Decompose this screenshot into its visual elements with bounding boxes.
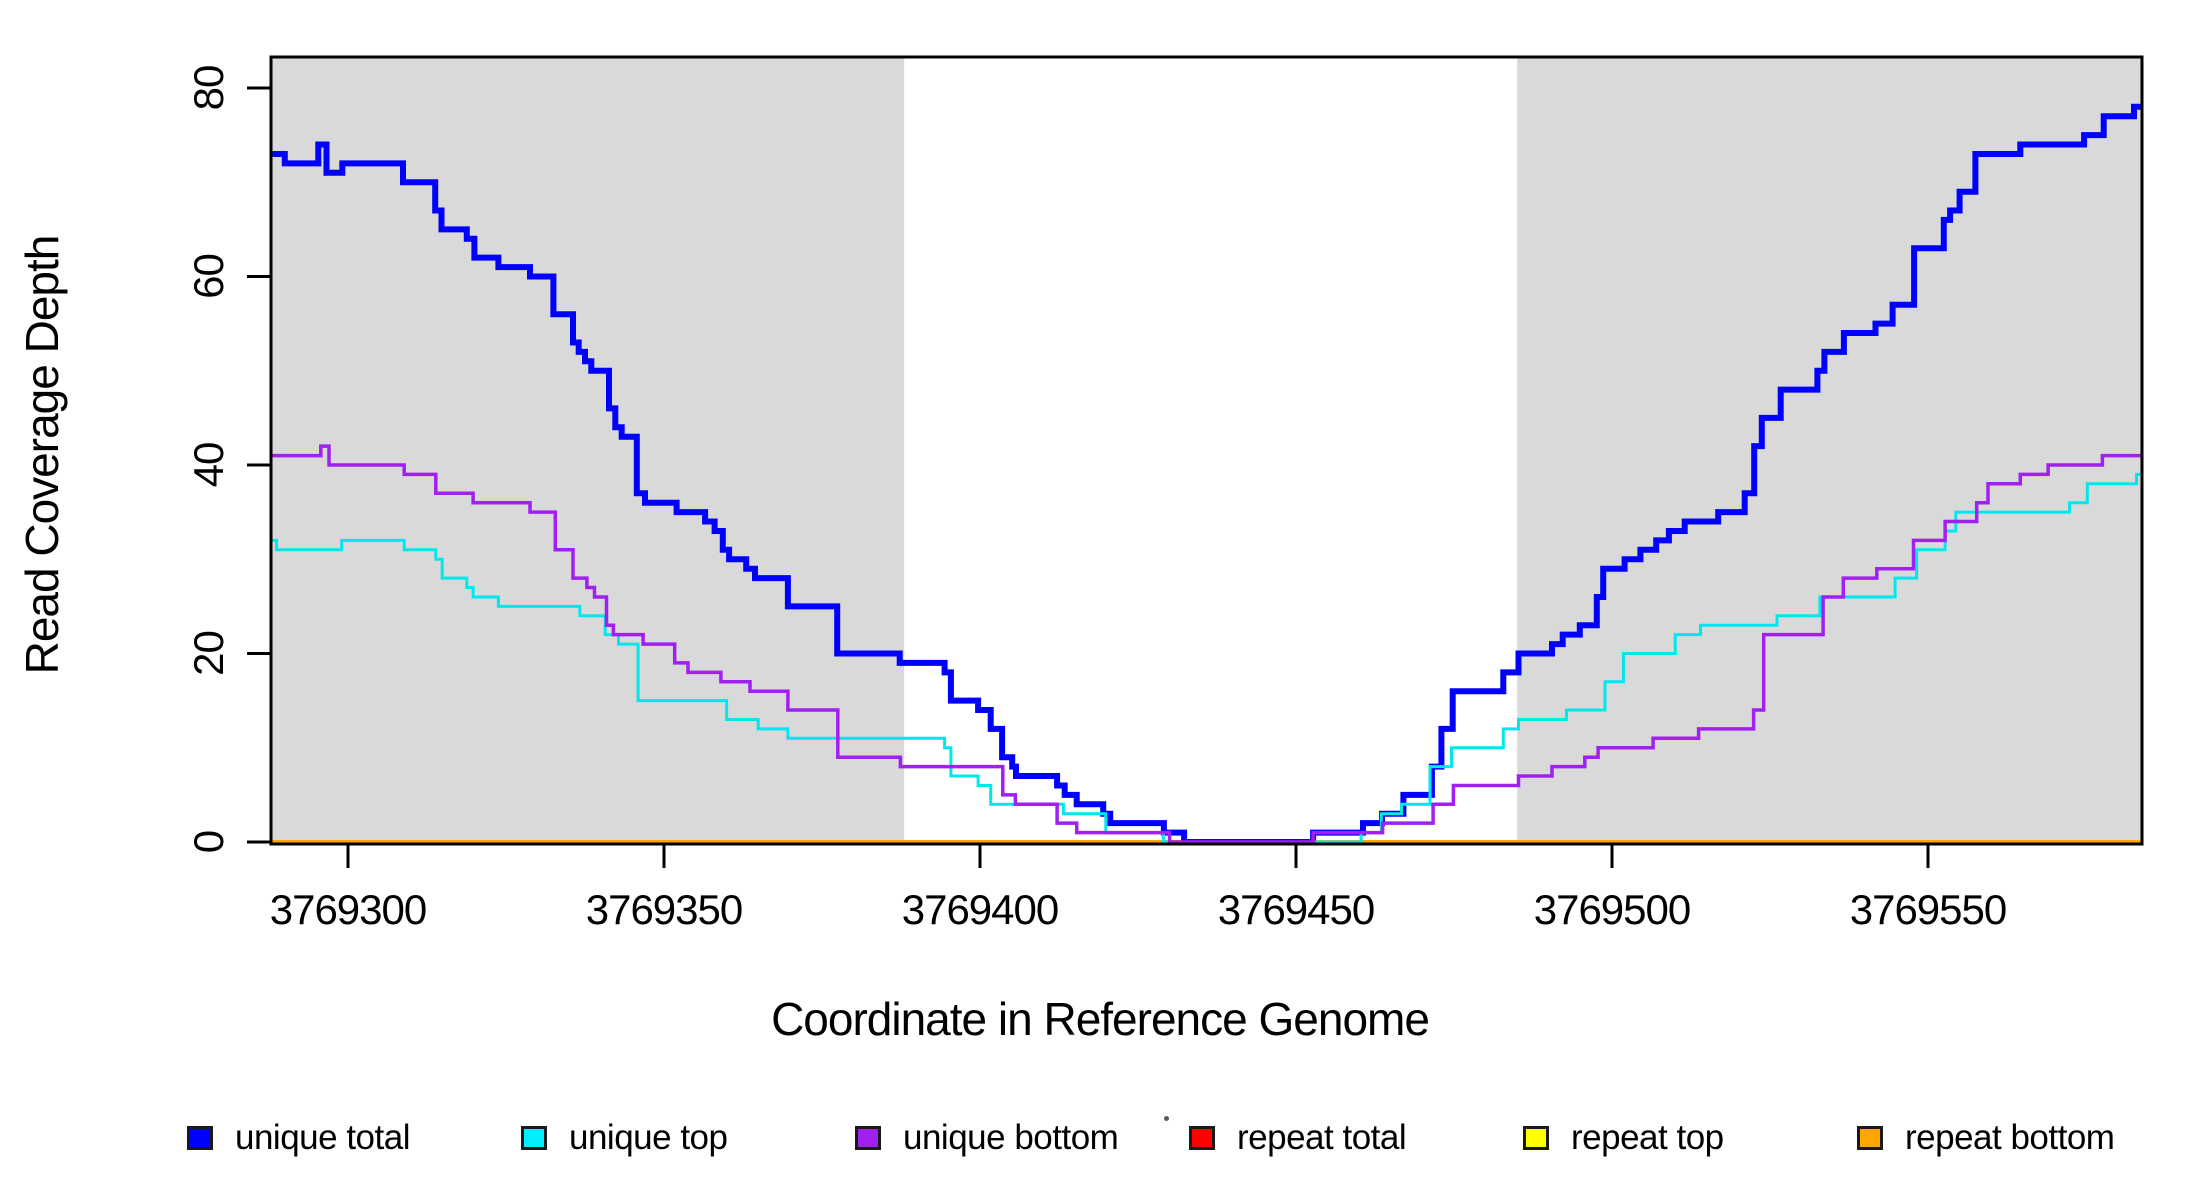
right-gray-band — [1517, 57, 2142, 844]
y-tick-label: 20 — [185, 631, 232, 676]
y-tick-label: 0 — [185, 831, 232, 853]
x-tick-label: 3769500 — [1534, 886, 1691, 933]
y-tick-label: 60 — [185, 254, 232, 299]
x-tick-label: 3769400 — [902, 886, 1059, 933]
series-unique-total — [271, 103, 2142, 845]
y-axis-title: Read Coverage Depth — [16, 235, 68, 675]
plot-border — [269, 55, 2144, 846]
y-tick-label: 80 — [185, 66, 232, 111]
series-unique-bottom — [271, 444, 2142, 844]
series-unique-top — [271, 472, 2142, 844]
x-axis-title: Coordinate in Reference Genome — [771, 993, 1430, 1045]
x-tick-label: 3769350 — [586, 886, 743, 933]
y-tick-label: 40 — [185, 443, 232, 488]
x-tick-label: 3769450 — [1218, 886, 1375, 933]
x-tick-label: 3769300 — [270, 886, 427, 933]
left-gray-band — [272, 57, 905, 844]
stray-dot — [1164, 1116, 1169, 1121]
x-tick-label: 3769550 — [1850, 886, 2007, 933]
